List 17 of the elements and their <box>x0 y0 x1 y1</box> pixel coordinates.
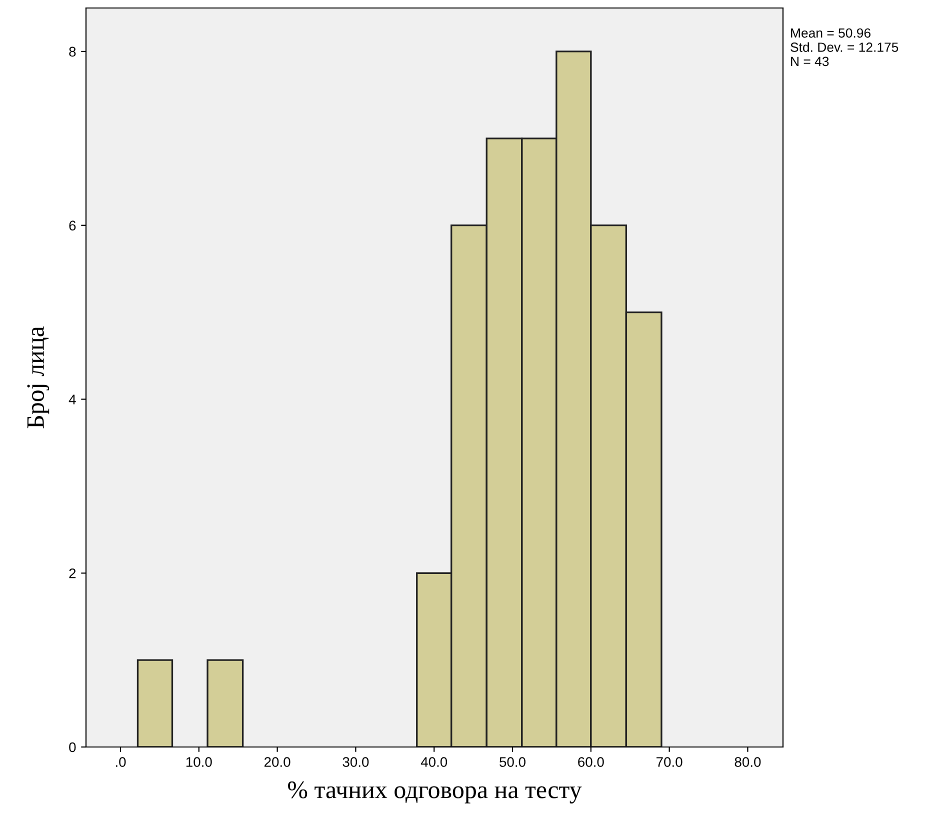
x-tick-label: 20.0 <box>264 757 290 767</box>
x-tick-label: 60.0 <box>578 757 604 767</box>
x-tick-label: 70.0 <box>656 757 682 767</box>
y-tick-label: 4 <box>68 394 76 404</box>
y-tick-label: 6 <box>69 220 76 231</box>
x-tick-label: 40.0 <box>420 757 448 767</box>
x-tick-label: 10.0 <box>186 757 212 767</box>
x-tick-label: .0 <box>116 757 126 767</box>
y-tick-label: 2 <box>69 568 76 578</box>
y-axis-title: Број лица <box>27 326 50 428</box>
y-tick-label: 0 <box>69 742 76 752</box>
y-tick-label: 8 <box>69 46 76 57</box>
x-tick-label: 30.0 <box>342 757 369 767</box>
x-axis-title: % тачних одговора на тесту <box>288 781 582 804</box>
x-tick-label: 50.0 <box>500 757 526 767</box>
x-tick-label: 80.0 <box>734 757 761 767</box>
text: Mean = 50.96 Std. Dev. = 12.175 N = 43 <box>790 28 898 66</box>
